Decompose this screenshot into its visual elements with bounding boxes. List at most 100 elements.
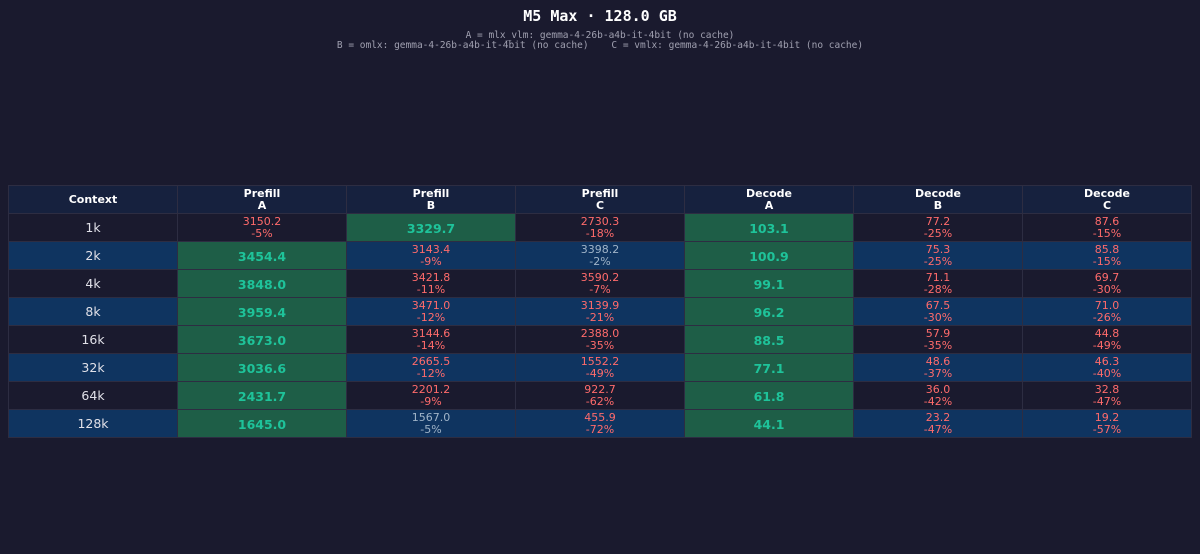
cell-percent-diff: -47% xyxy=(1092,394,1122,408)
column-header: Context xyxy=(8,185,178,214)
cell-percent-diff: -49% xyxy=(585,366,615,380)
best-value: 77.1 xyxy=(753,361,785,376)
best-value: 88.5 xyxy=(753,333,785,348)
context-cell: 16k xyxy=(8,325,178,354)
cell-percent-diff: -18% xyxy=(585,226,615,240)
value-cell: 96.2 xyxy=(684,297,854,326)
table-row: 2k 3454.4 3143.4 -9% 3398.2 -2% 100.9 75.3 -25% 8… xyxy=(8,241,1192,270)
cell-value: 3398.2 xyxy=(580,242,620,256)
best-value: 103.1 xyxy=(749,221,789,236)
cell-percent-diff: -57% xyxy=(1092,422,1122,436)
cell-percent-diff: -5% xyxy=(251,226,273,240)
table-row: 32k 3036.6 2665.5 -12% 1552.2 -49% 77.1 48.6 -37… xyxy=(8,353,1192,382)
best-value: 3673.0 xyxy=(237,333,287,348)
value-cell: 100.9 xyxy=(684,241,854,270)
value-cell: 103.1 xyxy=(684,213,854,242)
value-cell: 32.8 -47% xyxy=(1022,381,1192,410)
benchmark-table: Context Prefill A Prefill B Prefill C Decode A De… xyxy=(8,185,1192,438)
column-header-engine: C xyxy=(595,198,605,212)
best-value: 96.2 xyxy=(753,305,785,320)
cell-value: 3139.9 xyxy=(580,298,620,312)
context-cell: 128k xyxy=(8,409,178,438)
cell-percent-diff: -25% xyxy=(923,254,953,268)
value-cell: 3144.6 -14% xyxy=(346,325,516,354)
value-cell: 77.1 xyxy=(684,353,854,382)
column-header: Prefill C xyxy=(515,185,685,214)
cell-percent-diff: -35% xyxy=(923,338,953,352)
value-cell: 2730.3 -18% xyxy=(515,213,685,242)
cell-value: 3144.6 xyxy=(411,326,451,340)
cell-percent-diff: -25% xyxy=(923,226,953,240)
best-value: 3848.0 xyxy=(237,277,287,292)
value-cell: 19.2 -57% xyxy=(1022,409,1192,438)
column-header-label: Prefill xyxy=(412,186,450,200)
cell-percent-diff: -37% xyxy=(923,366,953,380)
value-cell: 1552.2 -49% xyxy=(515,353,685,382)
table-row: 128k 1645.0 1567.0 -5% 455.9 -72% 44.1 23.2 -47%… xyxy=(8,409,1192,438)
table-row: 1k 3150.2 -5% 3329.7 2730.3 -18% 103.1 77.2 -25%… xyxy=(8,213,1192,242)
cell-percent-diff: -35% xyxy=(585,338,615,352)
cell-value: 2201.2 xyxy=(411,382,451,396)
best-value: 3036.6 xyxy=(237,361,287,376)
cell-value: 3471.0 xyxy=(411,298,451,312)
value-cell: 57.9 -35% xyxy=(853,325,1023,354)
cell-percent-diff: -9% xyxy=(420,394,442,408)
context-cell: 1k xyxy=(8,213,178,242)
value-cell: 87.6 -15% xyxy=(1022,213,1192,242)
column-header: Prefill B xyxy=(346,185,516,214)
value-cell: 71.0 -26% xyxy=(1022,297,1192,326)
cell-percent-diff: -72% xyxy=(585,422,615,436)
best-value: 99.1 xyxy=(753,277,785,292)
value-cell: 85.8 -15% xyxy=(1022,241,1192,270)
cell-value: 2730.3 xyxy=(580,214,620,228)
value-cell: 3454.4 xyxy=(177,241,347,270)
column-header-engine: A xyxy=(257,198,267,212)
table-row: 64k 2431.7 2201.2 -9% 922.7 -62% 61.8 36.0 -42% 3… xyxy=(8,381,1192,410)
value-cell: 88.5 xyxy=(684,325,854,354)
column-header-label: Prefill xyxy=(581,186,619,200)
value-cell: 71.1 -28% xyxy=(853,269,1023,298)
column-header: Decode B xyxy=(853,185,1023,214)
cell-percent-diff: -21% xyxy=(585,310,615,324)
cell-value: 67.5 xyxy=(925,298,951,312)
context-cell: 4k xyxy=(8,269,178,298)
cell-value: 77.2 xyxy=(925,214,951,228)
value-cell: 1645.0 xyxy=(177,409,347,438)
value-cell: 3471.0 -12% xyxy=(346,297,516,326)
best-value: 61.8 xyxy=(753,389,785,404)
context-cell: 64k xyxy=(8,381,178,410)
value-cell: 3590.2 -7% xyxy=(515,269,685,298)
value-cell: 922.7 -62% xyxy=(515,381,685,410)
value-cell: 69.7 -30% xyxy=(1022,269,1192,298)
context-cell: 2k xyxy=(8,241,178,270)
cell-value: 23.2 xyxy=(925,410,951,424)
cell-percent-diff: -5% xyxy=(420,422,442,436)
value-cell: 23.2 -47% xyxy=(853,409,1023,438)
value-cell: 3673.0 xyxy=(177,325,347,354)
cell-value: 69.7 xyxy=(1094,270,1120,284)
column-header-label: Context xyxy=(68,192,118,206)
cell-percent-diff: -40% xyxy=(1092,366,1122,380)
value-cell: 2431.7 xyxy=(177,381,347,410)
table-row: 4k 3848.0 3421.8 -11% 3590.2 -7% 99.1 71.1 -28% 6… xyxy=(8,269,1192,298)
value-cell: 3848.0 xyxy=(177,269,347,298)
best-value: 3329.7 xyxy=(406,221,456,236)
cell-percent-diff: -14% xyxy=(416,338,446,352)
value-cell: 99.1 xyxy=(684,269,854,298)
value-cell: 44.8 -49% xyxy=(1022,325,1192,354)
legend-line-1: A = mlx_vlm: gemma-4-26b-a4b-it-4bit (no… xyxy=(465,30,735,41)
cell-percent-diff: -49% xyxy=(1092,338,1122,352)
value-cell: 3398.2 -2% xyxy=(515,241,685,270)
value-cell: 3036.6 xyxy=(177,353,347,382)
cell-percent-diff: -26% xyxy=(1092,310,1122,324)
cell-percent-diff: -11% xyxy=(416,282,446,296)
cell-value: 3421.8 xyxy=(411,270,451,284)
value-cell: 3143.4 -9% xyxy=(346,241,516,270)
cell-value: 32.8 xyxy=(1094,382,1120,396)
cell-value: 87.6 xyxy=(1094,214,1120,228)
cell-percent-diff: -12% xyxy=(416,310,446,324)
cell-percent-diff: -15% xyxy=(1092,226,1122,240)
column-header-engine: B xyxy=(426,198,436,212)
value-cell: 455.9 -72% xyxy=(515,409,685,438)
cell-value: 3143.4 xyxy=(411,242,451,256)
